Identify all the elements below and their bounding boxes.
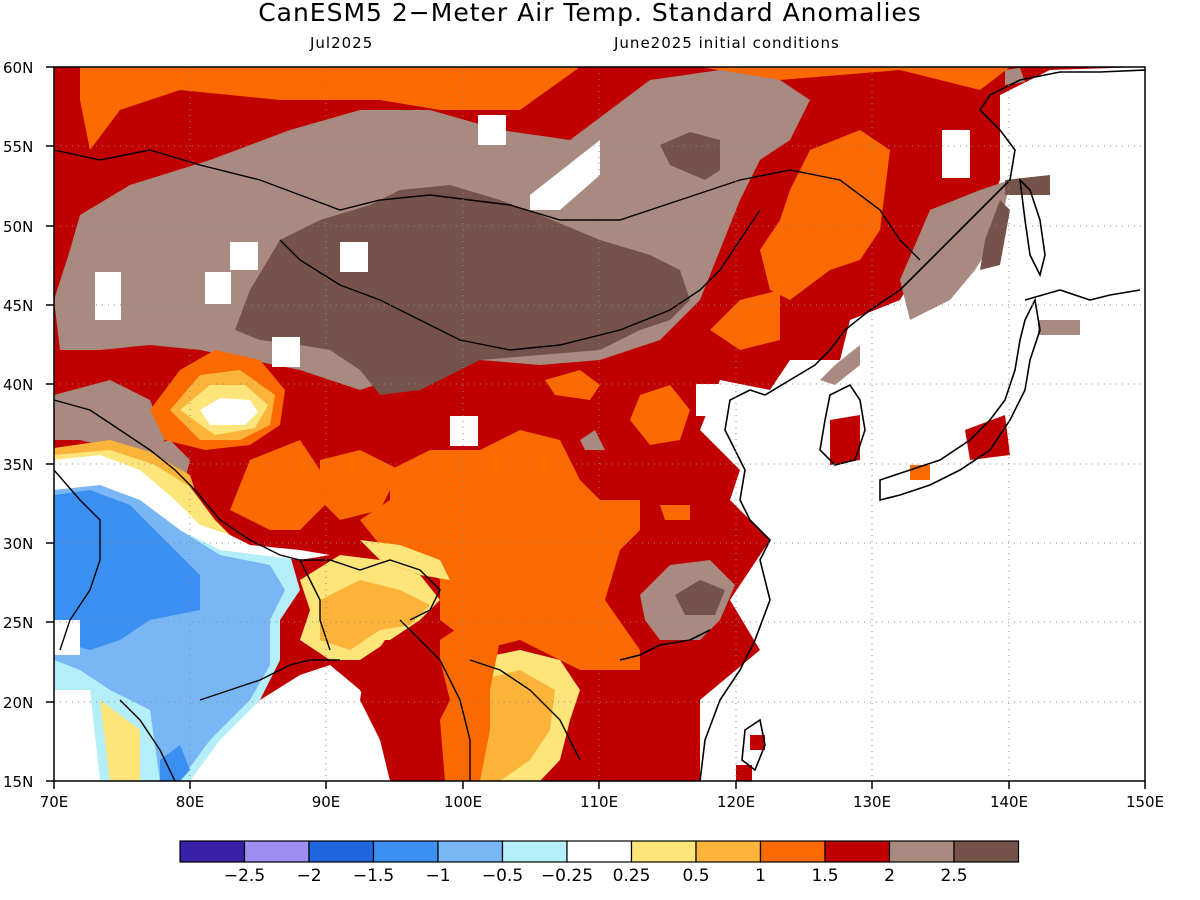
lon-label: 150E — [1126, 793, 1164, 811]
lon-label: 140E — [990, 793, 1028, 811]
lat-label: 15N — [3, 773, 33, 791]
colorbar-swatch — [953, 840, 1020, 863]
colorbar-swatch — [179, 840, 246, 863]
colorbar-label: −2 — [296, 866, 321, 886]
lat-label: 40N — [3, 376, 33, 394]
colorbar-swatch — [372, 840, 439, 863]
color-legend: −2.5 −2 −1.5 −1 −0.5 −0.25 0.25 0.5 1 1.5 2 2.5 — [179, 840, 1020, 886]
colorbar-swatch — [695, 840, 762, 863]
lon-label: 70E — [40, 793, 69, 811]
colorbar-swatch — [437, 840, 504, 863]
colorbar-swatch — [243, 840, 310, 863]
lat-axis: 60N 55N 50N 45N 40N 35N 30N 25N 20N 15N — [3, 59, 54, 791]
forecast-month: Jul2025 — [310, 34, 374, 52]
colorbar-swatch — [824, 840, 891, 863]
lon-label: 90E — [312, 793, 341, 811]
lat-label: 35N — [3, 456, 33, 474]
colorbar-swatch — [759, 840, 826, 863]
colorbar-label: 2.5 — [940, 866, 967, 886]
lon-label: 80E — [176, 793, 205, 811]
initial-conditions: June2025 initial conditions — [614, 34, 840, 52]
lon-label: 100E — [444, 793, 482, 811]
lat-label: 45N — [3, 297, 33, 315]
colorbar-label: 0.5 — [682, 866, 709, 886]
colorbar-label: −2.5 — [224, 866, 265, 886]
lon-axis: 70E 80E 90E 100E 110E 120E 130E 140E 150… — [40, 781, 1164, 811]
colorbar-label: 1 — [755, 866, 766, 886]
lat-label: 55N — [3, 138, 33, 156]
lat-label: 50N — [3, 218, 33, 236]
lon-label: 110E — [580, 793, 618, 811]
colorbar-label: −0.5 — [482, 866, 523, 886]
colorbar-label: −1.5 — [353, 866, 394, 886]
lat-label: 20N — [3, 694, 33, 712]
lat-label: 30N — [3, 535, 33, 553]
lat-label: 25N — [3, 614, 33, 632]
anomaly-field — [54, 67, 1145, 781]
colorbar-label: −1 — [425, 866, 450, 886]
colorbar-label: 1.5 — [811, 866, 838, 886]
lat-label: 60N — [3, 59, 33, 77]
lon-label: 130E — [853, 793, 891, 811]
colorbar-swatch — [308, 840, 375, 863]
colorbar-label: 2 — [884, 866, 895, 886]
country-borders — [54, 149, 921, 781]
colorbar-label: −0.25 — [541, 866, 593, 886]
colorbar-swatch — [888, 840, 955, 863]
graticule — [54, 67, 1145, 781]
colorbar-swatch — [630, 840, 697, 863]
lon-label: 120E — [717, 793, 755, 811]
colorbar-swatch — [566, 840, 633, 863]
coastlines — [619, 69, 1145, 781]
map-title: CanESM5 2−Meter Air Temp. Standard Anoma… — [258, 0, 922, 27]
colorbar-swatch — [501, 840, 568, 863]
colorbar-label: 0.25 — [613, 866, 651, 886]
